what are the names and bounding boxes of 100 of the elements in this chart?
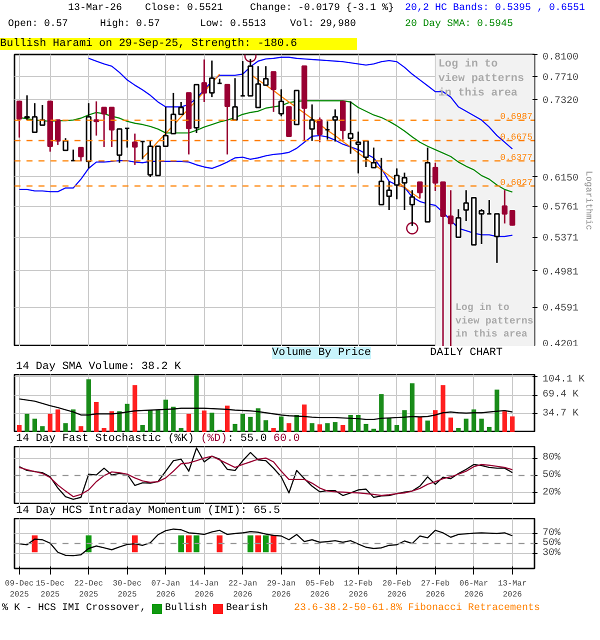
x-tick-label: 05-Feb 2026 [305,580,334,600]
candlestick [93,100,100,136]
candlestick [463,189,469,222]
candlestick [502,189,508,224]
line-series [18,456,513,498]
y-tick-label: 0.7320 [542,96,579,108]
legend-label: Bearish [226,603,268,614]
text: Vol: 29,980 [290,19,356,30]
candlestick [178,101,184,116]
text: Bullish Harami on 29-Sep-25, Strength: -180.6 [0,38,358,50]
x-tick-label: 12-Feb 2026 [344,580,373,600]
candlestick [255,65,261,108]
x-tick-label: 20-Feb 2026 [382,580,412,600]
candlestick [478,208,484,245]
y-axis-title: Logarithmic [584,170,594,230]
x-tick-label: 06-Mar 2026 [459,580,488,600]
candlestick [355,130,362,174]
candlestick [101,106,107,148]
y-tick-label: 0.5371 [542,234,579,245]
candlestick [209,60,215,98]
x-tick-label: 15-Dec 2025 [36,580,65,600]
candlestick [448,189,454,346]
band-label: Log in to view patterns in this area [455,302,534,340]
text: Open: 0.57 [8,19,68,30]
text: 20,2 HC Bands: 0.5395 , 0.6551 [405,3,586,14]
candlestick [394,168,400,200]
y-tick-label: 20% [542,487,561,498]
y-tick-label: 0.6150 [542,173,579,184]
y-tick-label: 69.4 K [542,390,579,401]
text: Close: 0.5521 [145,3,224,14]
y-tick-label: 50% [542,538,561,549]
candlestick [316,116,323,143]
line-series [18,398,513,420]
candlestick [409,189,416,227]
legend-title: % K - HCS IMI Crossover, [2,603,146,614]
candlestick [162,106,169,148]
x-tick-label: 22-Jan 2026 [228,580,258,600]
text: 60.0 [273,433,300,446]
candlestick [78,146,84,162]
candlestick [54,119,61,146]
text: Change: -0.0179 {-3.1 %} [250,3,394,14]
x-tick-label: 22-Dec 2025 [74,580,104,600]
chart-title: 14 Day SMA Volume: 38.2 K [16,361,182,374]
y-tick-label: 104.1 K [542,374,585,386]
candlestick [62,137,68,152]
text: 13-Mar-26 [68,3,122,14]
candlestick [417,181,423,200]
text: High: 0.57 [100,19,160,30]
x-tick-label: 09-Dec 2025 [4,580,34,600]
candlestick [201,58,208,103]
candlestick [16,100,22,138]
text: : 55.0 [227,433,267,446]
candlestick [262,65,269,86]
y-tick-label: 0.7710 [542,72,579,84]
y-tick-label: 50% [542,470,561,481]
candlestick [456,208,462,238]
text: DAILY CHART [430,347,503,360]
candlestick [309,104,315,142]
text: Low: 0.5513 [200,19,266,30]
chart-title: 14 Day HCS Intraday Momentum (IMI): 65.5 [16,505,280,518]
ref-line-label: 0.6027 [500,178,532,188]
text: 23.6-38.2-50-61.8% Fibonacci Retracements [294,603,540,614]
candlestick [232,77,238,121]
text: Volume By Price [272,347,372,360]
y-tick-label: 34.7 K [542,408,579,420]
x-tick-label: 29-Jan 2026 [266,580,296,600]
candlestick [402,172,408,211]
text: 20 Day SMA: 0.5945 [405,19,514,30]
candlestick [494,213,500,264]
x-tick-label: 27-Feb 2026 [420,580,450,600]
x-tick-label: 13-Mar 2026 [498,580,527,600]
legend-label: Bullish [165,603,208,614]
y-tick-label: 80% [542,452,561,464]
x-tick-label: 07-Jan 2026 [151,580,180,600]
y-tick-label: 70% [542,528,561,539]
candlestick [108,106,115,148]
candlestick [24,94,30,121]
x-tick-label: 14-Jan 2026 [190,580,219,600]
y-tick-label: 0.5761 [542,202,579,214]
candlestick [132,132,138,166]
candlestick [224,84,230,156]
candlestick [370,146,377,168]
line-series [18,528,513,556]
candlestick [170,92,176,134]
candlestick [432,162,438,192]
y-tick-label: 0.4591 [542,304,579,315]
chart-title: 14 Day Fast Stochastic (%K) [16,433,194,446]
ref-line-label: 0.6987 [500,112,532,122]
candlestick [509,210,516,226]
candlestick [363,140,369,168]
candlestick [270,71,276,113]
series-label: (%D) [200,433,228,446]
candlestick [332,108,338,142]
candlestick [278,88,284,117]
y-tick-label: 0.8100 [542,52,579,64]
candlestick [348,100,354,154]
candlestick [32,102,38,134]
y-tick-label: 30% [542,548,561,559]
x-tick-label: 30-Dec 2025 [112,580,142,600]
y-tick-label: 0.4981 [542,267,579,278]
